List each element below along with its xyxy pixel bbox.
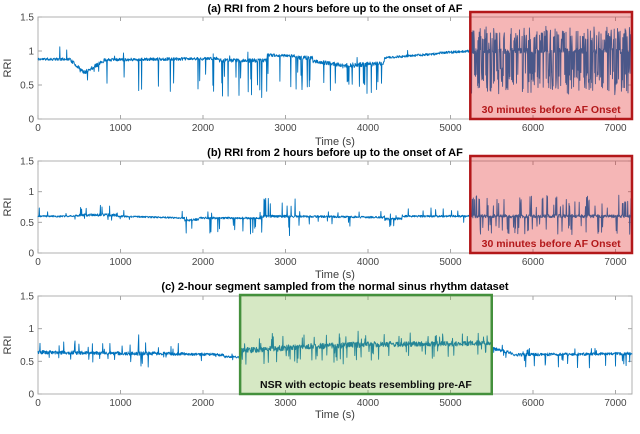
x-tick-label: 5000 [439, 123, 462, 134]
x-tick-label: 3000 [274, 123, 297, 134]
y-tick-label: 1.5 [20, 157, 34, 168]
x-tick-label: 2000 [192, 123, 215, 134]
subplot-b-highlight-box [469, 154, 634, 255]
y-tick-label: 1 [28, 324, 34, 335]
x-tick-label: 3000 [274, 398, 297, 409]
subplot-a-ylabel: RRI [2, 59, 14, 78]
y-tick-label: 0 [28, 390, 34, 401]
subplot-c-highlight-box [238, 293, 493, 396]
x-tick-label: 2000 [192, 398, 215, 409]
subplot-c: (c) 2-hour segment sampled from the norm… [2, 281, 633, 421]
x-tick-label: 5000 [439, 257, 462, 268]
subplot-a-signal-line [37, 25, 633, 98]
subplot-a-annotation: 30 minutes before AF Onset [469, 10, 634, 121]
x-tick-label: 4000 [357, 257, 380, 268]
y-tick-label: 0 [28, 115, 34, 126]
x-tick-label: 4000 [357, 123, 380, 134]
x-tick-label: 2000 [192, 257, 215, 268]
x-tick-label: 6000 [522, 257, 545, 268]
subplot-a-ticks: 0 1000 2000 3000 4000 5000 6000 7000 0 0.5 1 1.5 [20, 13, 632, 134]
subplot-a-title: (a) RRI from 2 hours before up to the on… [207, 3, 462, 15]
x-tick-label: 7000 [604, 257, 627, 268]
y-tick-label: 1.5 [20, 13, 34, 24]
x-tick-label: 7000 [604, 123, 627, 134]
x-tick-label: 5000 [439, 398, 462, 409]
x-tick-label: 0 [35, 257, 41, 268]
x-tick-label: 6000 [522, 398, 545, 409]
y-tick-label: 0.5 [20, 357, 34, 368]
x-tick-label: 1000 [109, 257, 132, 268]
x-tick-label: 4000 [357, 398, 380, 409]
subplot-c-signal-line [37, 330, 633, 369]
subplot-b-annotation: 30 minutes before AF Onset [469, 154, 634, 255]
x-tick-label: 3000 [274, 257, 297, 268]
subplot-a-highlight-box [469, 10, 634, 121]
subplot-b-ticks: 0 1000 2000 3000 4000 5000 6000 7000 0 0.5 1 1.5 [20, 157, 632, 268]
x-tick-label: 7000 [604, 398, 627, 409]
x-tick-label: 6000 [522, 123, 545, 134]
y-tick-label: 1 [28, 47, 34, 58]
subplot-c-title: (c) 2-hour segment sampled from the norm… [161, 281, 509, 293]
subplot-a-annotation-label: 30 minutes before AF Onset [482, 104, 622, 116]
subplot-b: (b) RRI from 2 hours before up to the on… [2, 147, 634, 281]
x-tick-label: 0 [35, 123, 41, 134]
subplot-a-xlabel: Time (s) [315, 136, 355, 148]
y-tick-label: 1 [28, 187, 34, 198]
y-tick-label: 1.5 [20, 292, 34, 303]
subplot-b-annotation-label: 30 minutes before AF Onset [482, 238, 622, 250]
y-tick-label: 0.5 [20, 81, 34, 92]
subplot-c-ticks: 0 1000 2000 3000 4000 5000 6000 7000 0 0.5 1 1.5 [20, 292, 632, 409]
subplot-b-signal-line [37, 194, 633, 237]
x-tick-label: 1000 [109, 123, 132, 134]
subplot-b-ylabel: RRI [2, 198, 14, 217]
x-tick-label: 0 [35, 398, 41, 409]
subplot-b-xlabel: Time (s) [315, 269, 355, 281]
subplot-b-title: (b) RRI from 2 hours before up to the on… [207, 147, 463, 159]
y-tick-label: 0 [28, 249, 34, 260]
subplot-c-annotation-label: NSR with ectopic beats resembling pre-AF [260, 379, 472, 391]
subplot-c-ylabel: RRI [2, 336, 14, 355]
y-tick-label: 0.5 [20, 218, 34, 229]
subplot-c-annotation: NSR with ectopic beats resembling pre-AF [238, 293, 493, 396]
x-tick-label: 1000 [109, 398, 132, 409]
subplot-a: (a) RRI from 2 hours before up to the on… [2, 3, 634, 148]
subplot-c-xlabel: Time (s) [315, 409, 355, 421]
